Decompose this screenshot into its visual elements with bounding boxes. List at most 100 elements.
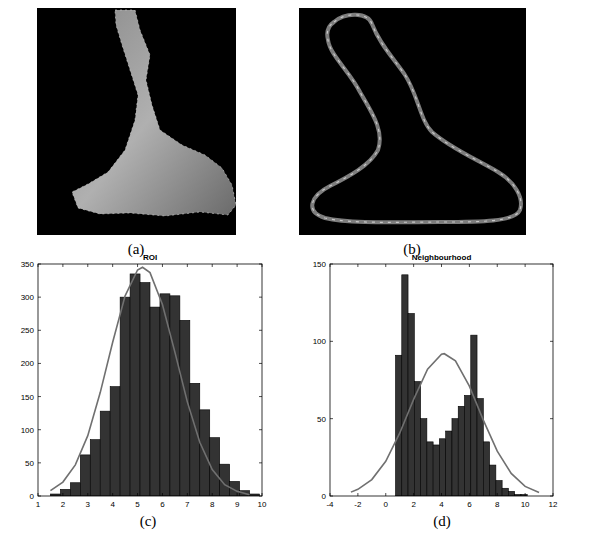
neighbourhood-ring bbox=[312, 15, 521, 223]
x-tick-label: 8 bbox=[210, 500, 215, 509]
y-tick bbox=[38, 330, 41, 331]
x-tick-top bbox=[553, 264, 554, 267]
x-tick bbox=[187, 493, 188, 496]
y-tick bbox=[38, 496, 41, 497]
histogram-panel: -4-2024681012050100150Neighbourhood bbox=[313, 253, 558, 509]
x-tick bbox=[385, 493, 386, 496]
histogram-bar bbox=[458, 406, 464, 496]
y-tick bbox=[330, 264, 333, 265]
histogram-bar bbox=[110, 387, 120, 496]
histogram-bar bbox=[100, 411, 110, 496]
histogram-bar bbox=[427, 442, 433, 496]
histogram-bar bbox=[452, 419, 458, 496]
y-tick-right bbox=[550, 496, 553, 497]
x-tick-label: 10 bbox=[258, 500, 267, 509]
histogram-bar bbox=[130, 274, 140, 496]
fit-curve bbox=[50, 267, 249, 494]
y-tick-label: 300 bbox=[21, 293, 35, 302]
y-tick-right bbox=[550, 418, 553, 419]
x-tick-label: 0 bbox=[384, 500, 389, 509]
histogram-bar bbox=[508, 491, 514, 496]
panel-label: (d) bbox=[433, 513, 451, 530]
y-tick-label: 50 bbox=[317, 415, 326, 424]
histogram-bar bbox=[502, 488, 508, 496]
y-tick-label: 100 bbox=[21, 426, 35, 435]
x-tick-top bbox=[87, 264, 88, 267]
y-tick bbox=[38, 429, 41, 430]
histogram-bar bbox=[120, 297, 130, 496]
x-tick bbox=[38, 493, 39, 496]
x-tick-label: 12 bbox=[549, 500, 558, 509]
y-tick-right bbox=[259, 330, 262, 331]
histogram-bar bbox=[471, 335, 477, 496]
histogram-bar bbox=[439, 439, 445, 496]
panel-label: (a) bbox=[128, 241, 145, 258]
x-tick-top bbox=[187, 264, 188, 267]
y-tick-right bbox=[259, 496, 262, 497]
x-tick-top bbox=[357, 264, 358, 267]
chart-title: Neighbourhood bbox=[412, 253, 472, 262]
x-tick-top bbox=[112, 264, 113, 267]
marks bbox=[50, 267, 259, 496]
x-tick-top bbox=[413, 264, 414, 267]
x-tick-label: 8 bbox=[495, 500, 500, 509]
x-tick-label: -2 bbox=[354, 500, 362, 509]
y-tick-label: 0 bbox=[30, 492, 35, 501]
x-tick-label: 4 bbox=[439, 500, 444, 509]
x-tick bbox=[162, 493, 163, 496]
x-tick-top bbox=[385, 264, 386, 267]
histogram-bar bbox=[70, 483, 80, 496]
histogram-bar bbox=[80, 455, 90, 496]
x-tick-top bbox=[38, 264, 39, 267]
histogram-bar bbox=[396, 355, 402, 496]
y-tick-label: 150 bbox=[21, 393, 35, 402]
x-tick bbox=[237, 493, 238, 496]
plot-area bbox=[38, 264, 262, 496]
y-tick bbox=[38, 462, 41, 463]
x-tick bbox=[330, 493, 331, 496]
x-tick bbox=[112, 493, 113, 496]
y-tick-right bbox=[259, 396, 262, 397]
y-tick bbox=[38, 363, 41, 364]
x-tick bbox=[497, 493, 498, 496]
y-tick-label: 200 bbox=[21, 359, 35, 368]
y-tick bbox=[330, 418, 333, 419]
histogram-bar bbox=[150, 307, 160, 496]
histogram-bar bbox=[160, 294, 170, 496]
x-tick-label: 7 bbox=[185, 500, 190, 509]
x-tick-top bbox=[441, 264, 442, 267]
histogram-bar bbox=[496, 481, 502, 496]
image-b-background bbox=[299, 8, 526, 235]
x-tick-top bbox=[62, 264, 63, 267]
x-tick-label: 2 bbox=[411, 500, 416, 509]
x-tick-label: 1 bbox=[36, 500, 41, 509]
histogram-bar bbox=[483, 442, 489, 496]
x-tick-label: 3 bbox=[86, 500, 91, 509]
x-tick-label: 6 bbox=[467, 500, 472, 509]
x-tick-top bbox=[237, 264, 238, 267]
histogram-bar bbox=[414, 382, 420, 496]
y-tick-right bbox=[259, 264, 262, 265]
axes-frame bbox=[38, 264, 262, 496]
x-tick-label: -4 bbox=[326, 500, 334, 509]
y-tick-right bbox=[259, 462, 262, 463]
ring-texture bbox=[312, 15, 521, 223]
x-tick-top bbox=[469, 264, 470, 267]
histogram-bar bbox=[446, 431, 452, 496]
histogram-bar bbox=[60, 489, 70, 496]
x-tick-top bbox=[525, 264, 526, 267]
plot-area bbox=[330, 264, 553, 496]
image-a-background bbox=[37, 8, 236, 235]
histogram-bar bbox=[170, 296, 180, 496]
x-tick bbox=[441, 493, 442, 496]
x-tick bbox=[553, 493, 554, 496]
x-tick-label: 10 bbox=[521, 500, 530, 509]
marks bbox=[351, 275, 539, 496]
y-tick-right bbox=[259, 429, 262, 430]
y-tick-label: 50 bbox=[25, 459, 34, 468]
x-tick bbox=[87, 493, 88, 496]
x-tick bbox=[212, 493, 213, 496]
x-tick-top bbox=[497, 264, 498, 267]
histogram-bar bbox=[90, 440, 100, 496]
x-tick-top bbox=[162, 264, 163, 267]
